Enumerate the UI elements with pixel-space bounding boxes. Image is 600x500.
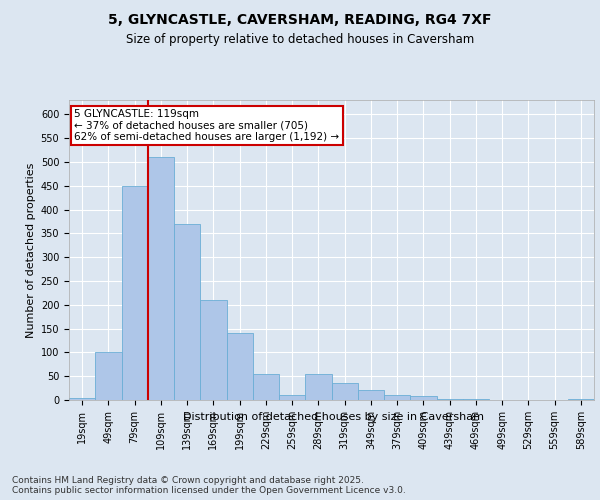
Bar: [200, 300, 227, 400]
Y-axis label: Number of detached properties: Number of detached properties: [26, 162, 37, 338]
Bar: [227, 334, 253, 400]
Bar: [253, 374, 279, 400]
Bar: [463, 399, 489, 400]
Bar: [358, 390, 384, 400]
Bar: [148, 157, 174, 400]
Bar: [279, 395, 305, 400]
Bar: [121, 186, 148, 400]
Bar: [95, 352, 121, 400]
Text: Contains HM Land Registry data © Crown copyright and database right 2025.
Contai: Contains HM Land Registry data © Crown c…: [12, 476, 406, 495]
Bar: [568, 398, 594, 400]
Bar: [384, 395, 410, 400]
Bar: [174, 224, 200, 400]
Text: Size of property relative to detached houses in Caversham: Size of property relative to detached ho…: [126, 32, 474, 46]
Bar: [437, 398, 463, 400]
Bar: [69, 398, 95, 400]
Bar: [305, 374, 331, 400]
Bar: [410, 396, 437, 400]
Bar: [331, 384, 358, 400]
Text: 5 GLYNCASTLE: 119sqm
← 37% of detached houses are smaller (705)
62% of semi-deta: 5 GLYNCASTLE: 119sqm ← 37% of detached h…: [74, 109, 340, 142]
Text: 5, GLYNCASTLE, CAVERSHAM, READING, RG4 7XF: 5, GLYNCASTLE, CAVERSHAM, READING, RG4 7…: [108, 12, 492, 26]
Text: Distribution of detached houses by size in Caversham: Distribution of detached houses by size …: [182, 412, 484, 422]
